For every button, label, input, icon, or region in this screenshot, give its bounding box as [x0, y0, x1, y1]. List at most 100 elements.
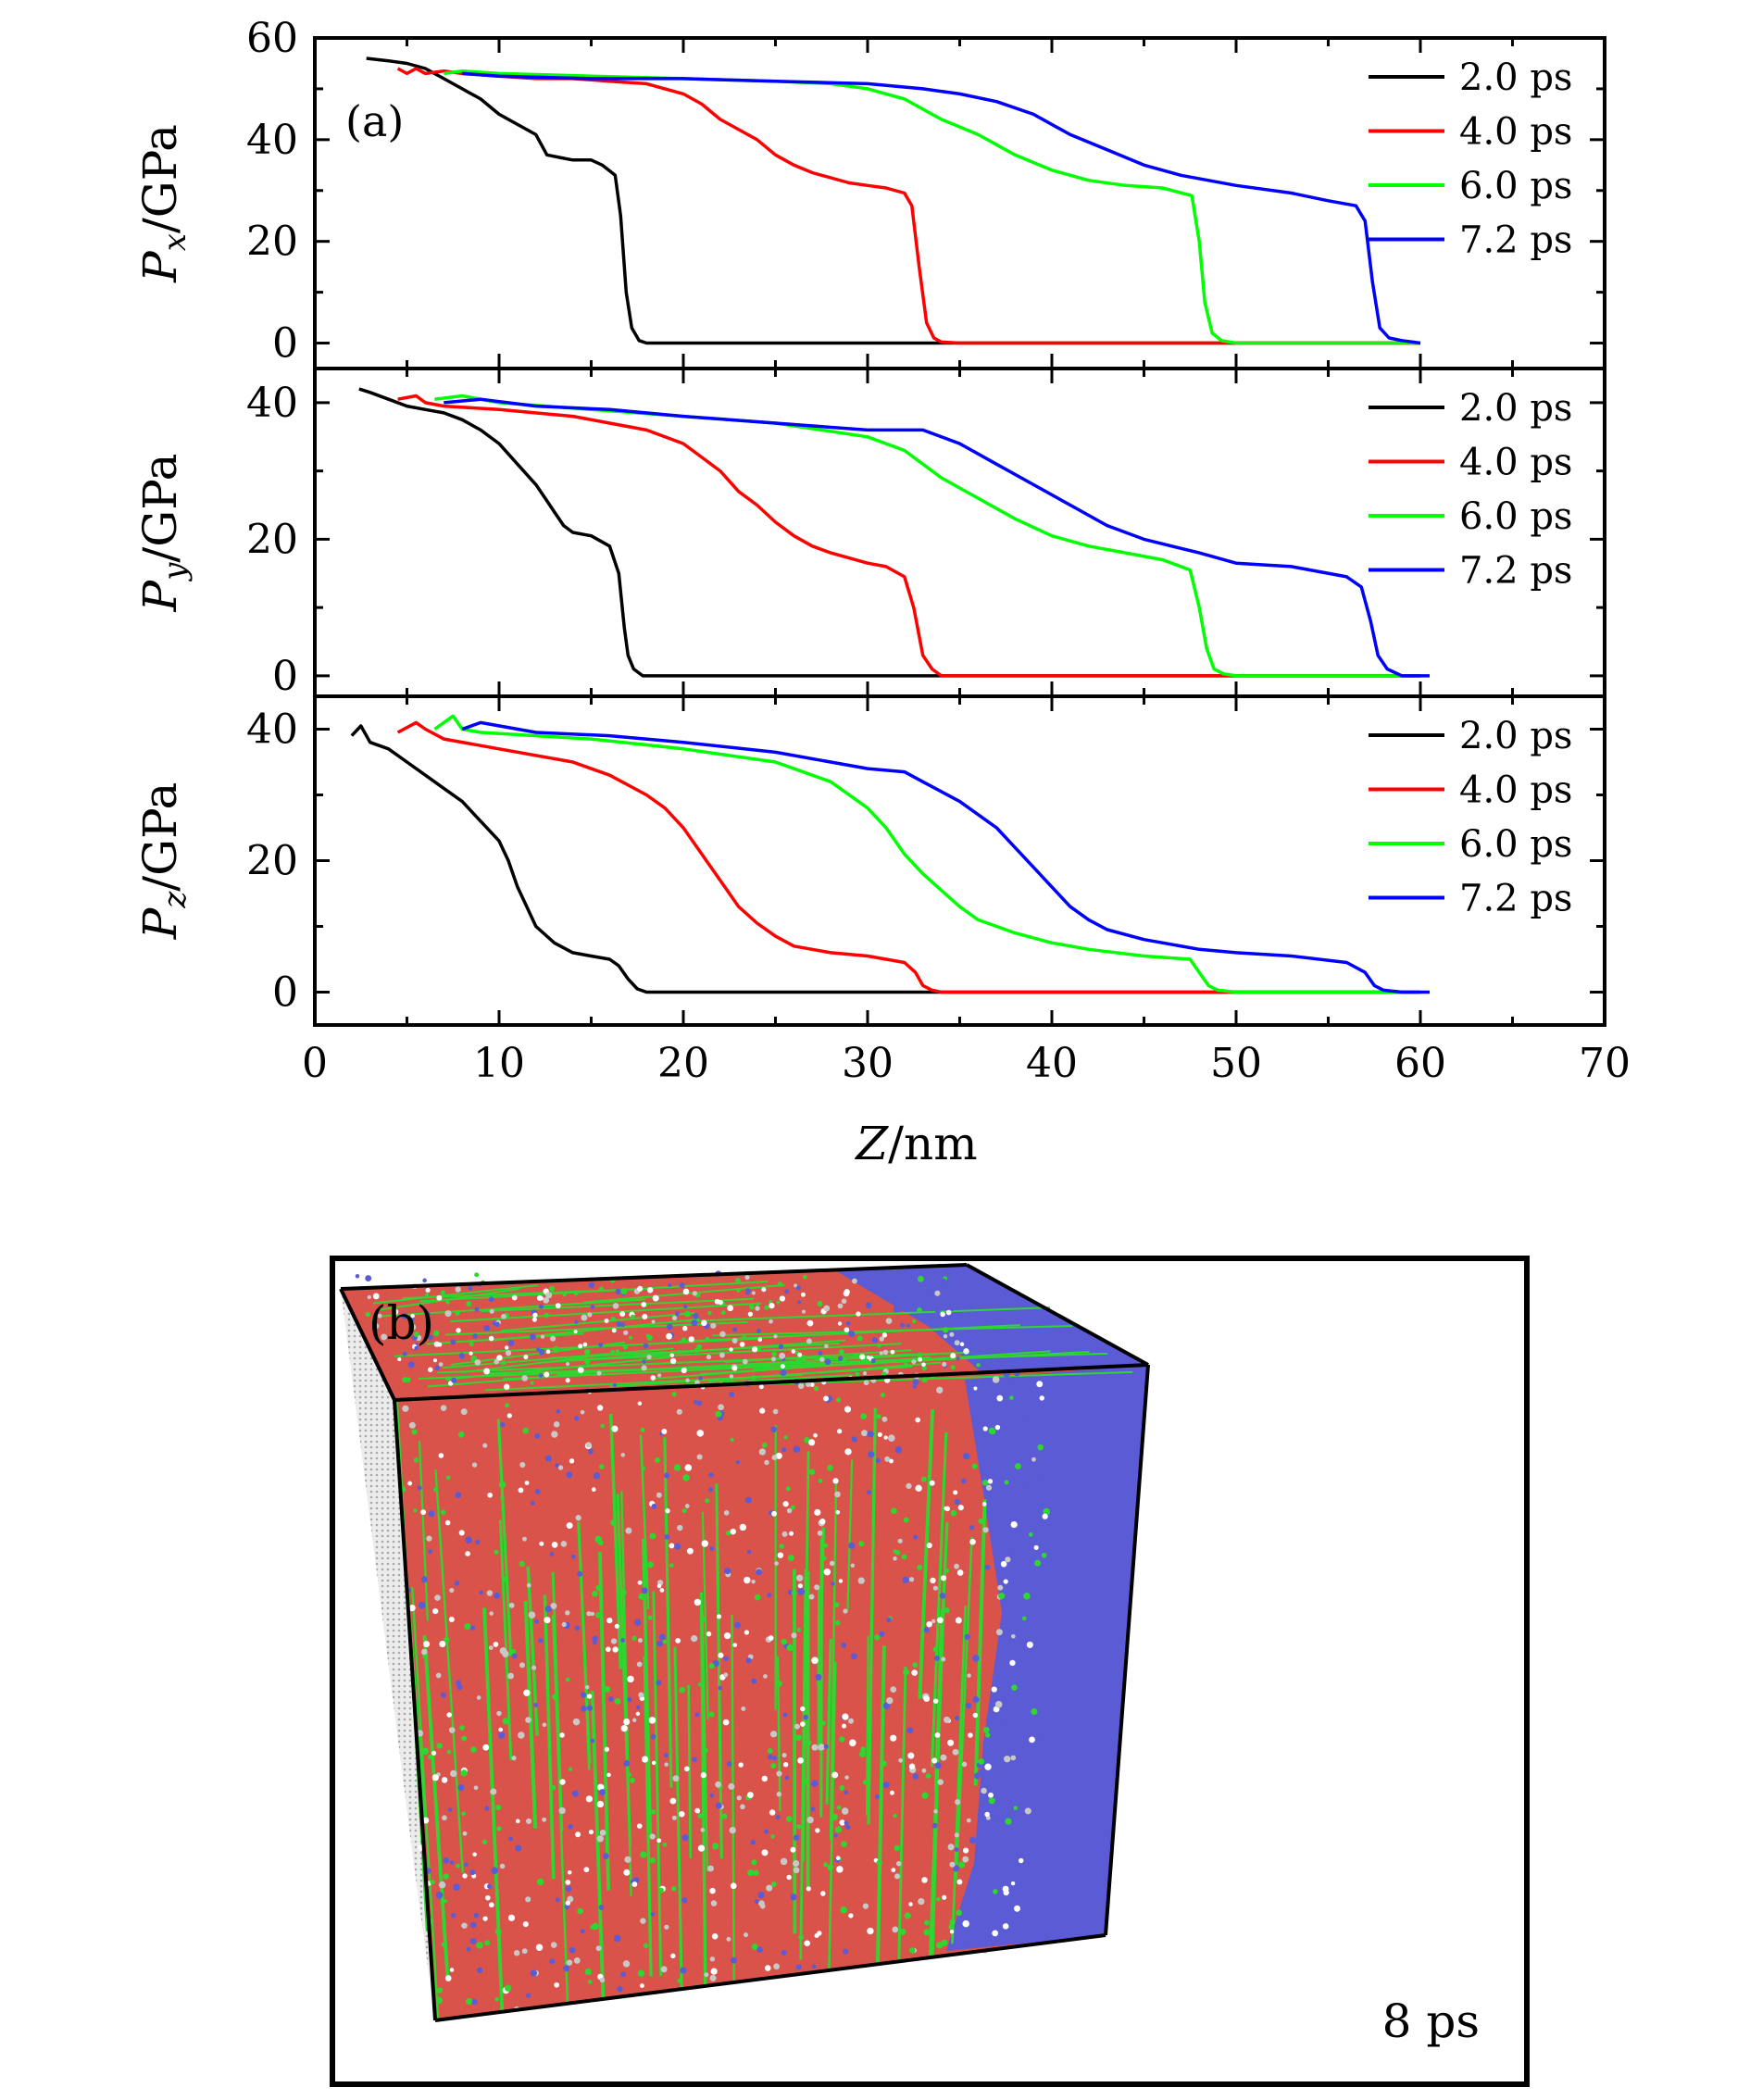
atom-dot [595, 1945, 602, 1952]
atom-dot [962, 1847, 969, 1854]
atom-dot [705, 1498, 710, 1504]
atom-dot [723, 1632, 731, 1640]
atom-dot [490, 1788, 497, 1795]
atom-dot [720, 1310, 726, 1315]
atom-dot [976, 1363, 981, 1368]
y-tick-label: 40 [246, 706, 298, 754]
atom-dot [820, 1720, 826, 1726]
atom-dot [836, 1397, 842, 1403]
atom-dot [858, 1541, 865, 1547]
atom-dot [604, 1746, 609, 1752]
atom-dot [734, 1621, 742, 1629]
atom-dot [862, 1371, 868, 1376]
defect-line [418, 1364, 771, 1380]
atom-dot [735, 1278, 741, 1284]
atom-dot [409, 1321, 415, 1326]
atom-dot [481, 1839, 488, 1845]
atom-dot [1002, 1923, 1009, 1930]
atom-dot [631, 1635, 637, 1641]
atom-dot [770, 1356, 777, 1362]
atom-dot [823, 1305, 831, 1312]
atom-dot [767, 1593, 772, 1598]
defect-line [526, 1567, 539, 1736]
atom-dot [921, 1362, 926, 1368]
atom-dot [611, 1425, 619, 1432]
atom-dot [787, 1590, 793, 1595]
atom-dot [749, 1304, 755, 1310]
atom-dot [1005, 1556, 1011, 1563]
atom-dot [402, 1377, 408, 1383]
atom-dot [494, 1549, 499, 1555]
atom-dot [523, 1355, 529, 1360]
atom-dot [741, 1706, 746, 1711]
atom-dot [841, 1642, 847, 1648]
atom-dot [651, 1760, 656, 1766]
atom-dot [830, 1581, 835, 1586]
atom-dot [698, 1376, 703, 1381]
atom-dot [838, 1579, 844, 1583]
atom-dot [942, 1894, 947, 1900]
atom-dot [950, 1353, 956, 1359]
atom-dot [907, 1752, 915, 1759]
atom-dot [555, 1897, 560, 1903]
atom-dot [883, 1435, 888, 1440]
defect-line [663, 1437, 673, 1788]
atom-dot [637, 1401, 643, 1406]
atom-dot [746, 1792, 754, 1799]
atom-dot [498, 1481, 506, 1489]
atom-dot [874, 1634, 881, 1641]
atom-dot [943, 1327, 949, 1333]
defect-line [579, 1556, 591, 1770]
atom-dot [994, 1701, 1003, 1708]
atom-dot [438, 1881, 446, 1889]
legend-label: 6.0 ps [1459, 165, 1572, 207]
atom-dot [649, 1857, 656, 1864]
atom-dot [507, 1340, 515, 1346]
atom-dot [747, 1869, 755, 1877]
atom-dot [852, 1278, 857, 1284]
atom-dot [593, 1640, 597, 1645]
atom-dot [446, 1712, 452, 1718]
atom-dot [797, 1583, 803, 1589]
atom-dot [540, 1334, 545, 1339]
atom-dot [440, 1290, 445, 1295]
atom-dot [469, 1351, 473, 1356]
atom-dot [806, 1816, 814, 1824]
atom-dot [443, 1873, 449, 1880]
atom-dot [932, 1585, 939, 1591]
atom-dot [448, 1807, 453, 1812]
atom-dot [614, 1623, 619, 1629]
atom-dot [806, 1319, 814, 1327]
panel-b-label: (b) [369, 1296, 435, 1350]
atom-dot [586, 1694, 593, 1699]
atom-dot [871, 1337, 879, 1344]
atom-dot [635, 1711, 641, 1717]
atom-dot [598, 1343, 604, 1348]
atom-dot [823, 1568, 831, 1576]
series-line-20ps [358, 387, 1420, 678]
atom-dot [441, 1777, 448, 1783]
atom-dot [474, 1306, 480, 1312]
atom-dot [954, 1716, 959, 1720]
atom-dot [420, 1509, 427, 1516]
atom-dot [530, 1500, 535, 1506]
defect-line [375, 1298, 645, 1318]
atom-dot [793, 1860, 800, 1868]
atom-dot [525, 1993, 531, 1998]
defect-line [687, 1684, 693, 1858]
atom-dot [991, 1686, 997, 1693]
atom-dot [839, 1785, 845, 1791]
atom-dot [697, 1844, 706, 1852]
atom-dot [612, 1382, 618, 1388]
atom-dot [682, 1325, 688, 1331]
atom-dot [985, 1717, 991, 1722]
atom-dot [735, 1459, 741, 1465]
atom-dot [656, 1838, 662, 1844]
atom-dot [722, 1719, 730, 1726]
atom-dot [538, 1348, 545, 1356]
atom-dot [860, 1413, 868, 1419]
atom-dot [371, 1318, 377, 1323]
atom-dot [834, 1826, 843, 1833]
atom-dot [719, 1352, 725, 1358]
atom-dot [444, 1636, 450, 1643]
